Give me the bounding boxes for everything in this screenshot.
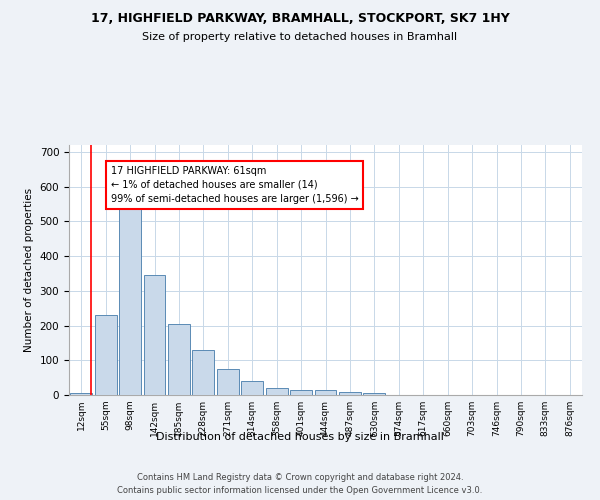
Text: Contains public sector information licensed under the Open Government Licence v3: Contains public sector information licen… — [118, 486, 482, 495]
Text: Contains HM Land Registry data © Crown copyright and database right 2024.: Contains HM Land Registry data © Crown c… — [137, 472, 463, 482]
Bar — [168, 324, 190, 395]
Bar — [143, 275, 166, 395]
Bar — [364, 394, 385, 395]
Bar — [193, 350, 214, 395]
Bar — [339, 392, 361, 395]
Y-axis label: Number of detached properties: Number of detached properties — [24, 188, 34, 352]
Bar — [119, 170, 141, 395]
Bar — [290, 390, 312, 395]
Bar — [217, 369, 239, 395]
Bar — [241, 381, 263, 395]
Bar — [95, 315, 116, 395]
Text: 17, HIGHFIELD PARKWAY, BRAMHALL, STOCKPORT, SK7 1HY: 17, HIGHFIELD PARKWAY, BRAMHALL, STOCKPO… — [91, 12, 509, 26]
Text: Distribution of detached houses by size in Bramhall: Distribution of detached houses by size … — [156, 432, 444, 442]
Bar — [70, 394, 92, 395]
Text: 17 HIGHFIELD PARKWAY: 61sqm
← 1% of detached houses are smaller (14)
99% of semi: 17 HIGHFIELD PARKWAY: 61sqm ← 1% of deta… — [110, 166, 358, 204]
Text: Size of property relative to detached houses in Bramhall: Size of property relative to detached ho… — [142, 32, 458, 42]
Bar — [266, 388, 287, 395]
Bar — [314, 390, 337, 395]
